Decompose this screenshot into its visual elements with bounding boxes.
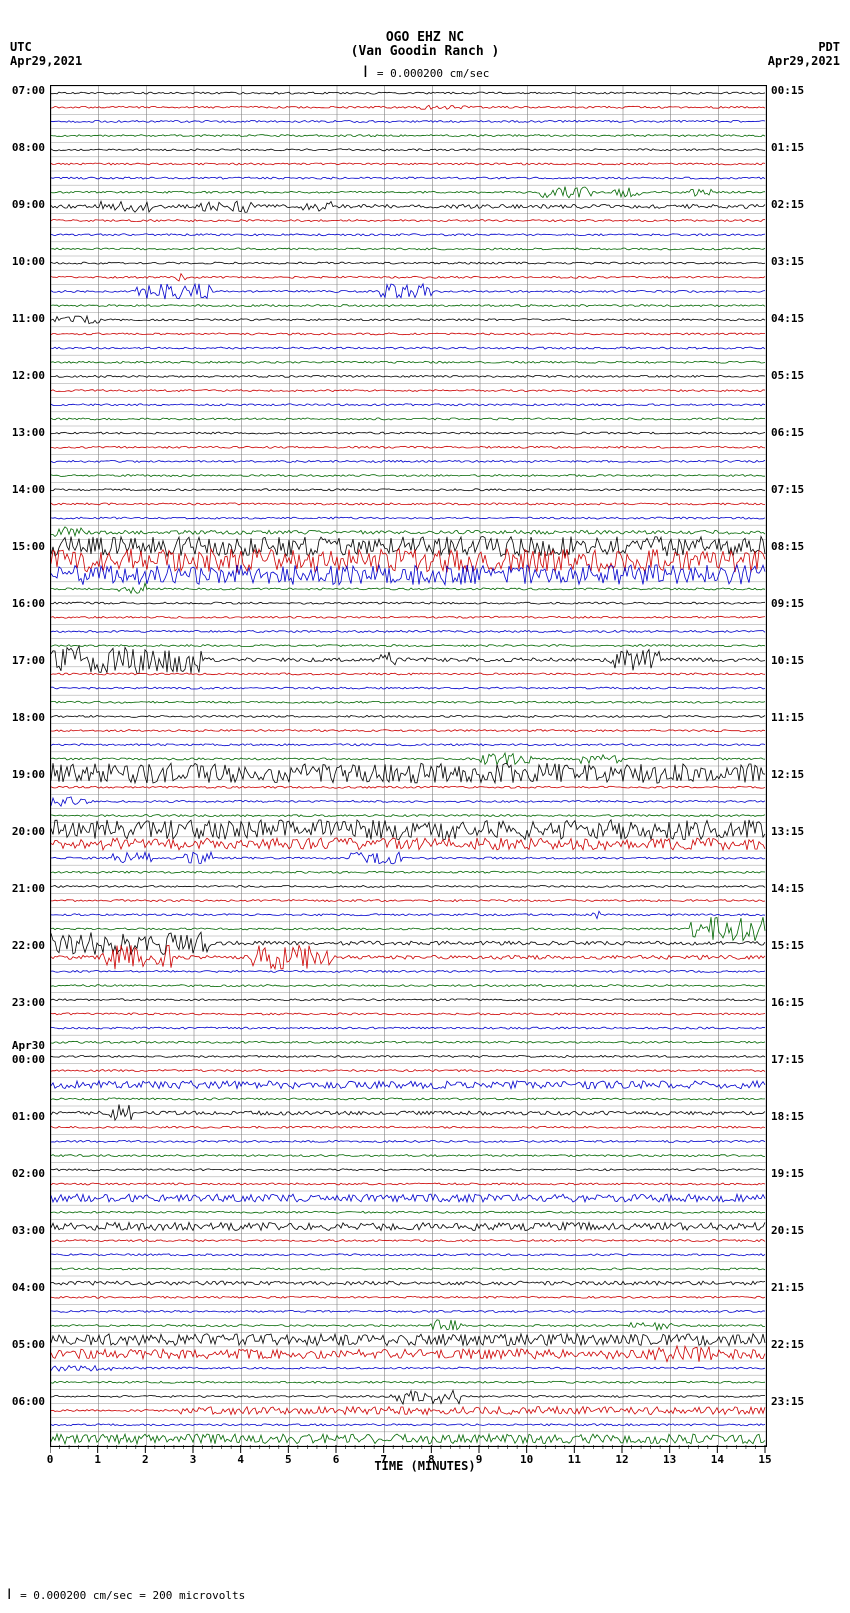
date-right-label: Apr29,2021 [768,54,840,68]
left-hour-label: 19:00 [5,768,45,781]
right-hour-label: 04:15 [771,312,811,325]
left-hour-label: Apr30 [5,1039,45,1052]
right-hour-label: 16:15 [771,996,811,1009]
left-hour-label: 08:00 [5,141,45,154]
left-hour-label: 20:00 [5,825,45,838]
x-axis-label: TIME (MINUTES) [0,1459,850,1473]
left-hour-label: 09:00 [5,198,45,211]
left-hour-label: 21:00 [5,882,45,895]
right-hour-label: 09:15 [771,597,811,610]
left-hour-label: 12:00 [5,369,45,382]
right-hour-label: 01:15 [771,141,811,154]
station-title: OGO EHZ NC [0,30,850,45]
station-subtitle: (Van Goodin Ranch ) [0,44,850,59]
right-hour-label: 22:15 [771,1338,811,1351]
left-hour-label: 02:00 [5,1167,45,1180]
left-hour-label: 15:00 [5,540,45,553]
right-hour-label: 10:15 [771,654,811,667]
left-hour-label: 13:00 [5,426,45,439]
scale-label: ǀ = 0.000200 cm/sec [0,62,850,81]
seismogram-svg [51,86,766,1446]
tz-right-label: PDT [818,40,840,54]
left-hour-label: 22:00 [5,939,45,952]
right-hour-label: 20:15 [771,1224,811,1237]
right-hour-label: 03:15 [771,255,811,268]
left-hour-label: 03:00 [5,1224,45,1237]
left-hour-label: 04:00 [5,1281,45,1294]
left-hour-label: 01:00 [5,1110,45,1123]
right-hour-label: 11:15 [771,711,811,724]
right-hour-label: 15:15 [771,939,811,952]
right-hour-label: 07:15 [771,483,811,496]
right-hour-label: 21:15 [771,1281,811,1294]
left-hour-label: 00:00 [5,1053,45,1066]
left-hour-label: 07:00 [5,84,45,97]
left-hour-label: 11:00 [5,312,45,325]
right-hour-label: 06:15 [771,426,811,439]
right-hour-label: 19:15 [771,1167,811,1180]
right-hour-label: 14:15 [771,882,811,895]
left-hour-label: 10:00 [5,255,45,268]
right-hour-label: 23:15 [771,1395,811,1408]
left-hour-label: 16:00 [5,597,45,610]
right-hour-label: 17:15 [771,1053,811,1066]
right-hour-label: 00:15 [771,84,811,97]
left-hour-label: 18:00 [5,711,45,724]
right-hour-label: 12:15 [771,768,811,781]
tz-left-label: UTC [10,40,32,54]
right-hour-label: 02:15 [771,198,811,211]
right-hour-label: 18:15 [771,1110,811,1123]
plot-area [50,85,767,1447]
left-hour-label: 17:00 [5,654,45,667]
left-hour-label: 06:00 [5,1395,45,1408]
right-hour-label: 08:15 [771,540,811,553]
left-hour-label: 23:00 [5,996,45,1009]
left-hour-label: 05:00 [5,1338,45,1351]
date-left-label: Apr29,2021 [10,54,82,68]
right-hour-label: 13:15 [771,825,811,838]
right-hour-label: 05:15 [771,369,811,382]
left-hour-label: 14:00 [5,483,45,496]
seismogram-container: OGO EHZ NC (Van Goodin Ranch ) ǀ = 0.000… [0,0,850,1613]
footer-scale: ǀ = 0.000200 cm/sec = 200 microvolts [5,1587,245,1603]
